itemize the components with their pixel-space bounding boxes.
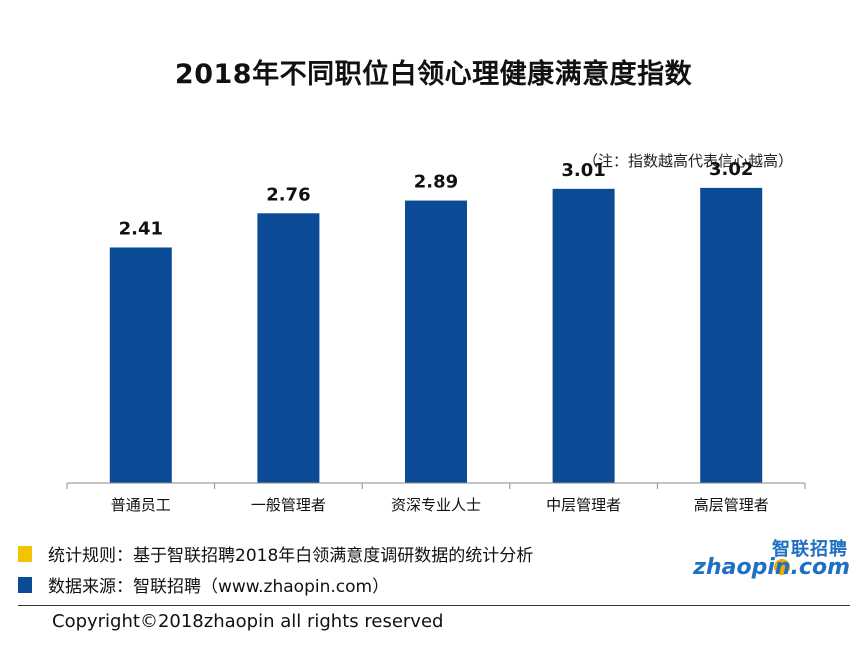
value-label-3: 3.01 — [561, 160, 605, 181]
legend-swatch-blue — [18, 576, 32, 593]
category-label-1: 一般管理者 — [251, 496, 326, 514]
category-label-0: 普通员工 — [111, 496, 171, 514]
category-label-2: 资深专业人士 — [391, 496, 481, 514]
bar-0 — [109, 247, 172, 483]
category-label-4: 高层管理者 — [694, 496, 769, 514]
value-label-1: 2.76 — [266, 184, 310, 205]
legend-text-source: 数据来源：智联招聘（www.zhaopin.com） — [48, 577, 390, 597]
zhaopin-logo: 智联招聘 zhaopin.com — [693, 535, 852, 583]
value-labels-group: 2.41 2.76 2.89 3.01 3.02 — [119, 159, 754, 240]
legend-item-source: 数据来源：智联招聘（www.zhaopin.com） — [18, 572, 389, 597]
value-label-4: 3.02 — [709, 159, 753, 180]
chart-title: 2018年不同职位白领心理健康满意度指数 — [174, 59, 693, 90]
value-label-0: 2.41 — [119, 218, 163, 239]
footer-divider — [18, 605, 850, 606]
category-label-3: 中层管理者 — [546, 496, 621, 514]
legend-item-rule: 统计规则：基于智联招聘2018年白领满意度调研数据的统计分析 — [18, 541, 533, 566]
logo-en-text: zhaopin.com — [693, 555, 850, 580]
bars-group — [109, 187, 763, 484]
bar-chart: 2.41 2.76 2.89 3.01 3.02 普通员工 一般管理者 资深专业人士 中层管理… — [66, 159, 806, 514]
bar-3 — [552, 188, 615, 483]
value-label-2: 2.89 — [414, 172, 458, 193]
copyright-text: Copyright©2018zhaopin all rights reserve… — [52, 611, 444, 632]
logo-dot-icon — [774, 559, 790, 575]
logo-cn-text: 智联招聘 — [772, 539, 848, 560]
bar-4 — [700, 187, 763, 483]
x-axis: 普通员工 一般管理者 资深专业人士 中层管理者 高层管理者 — [66, 482, 806, 514]
bar-1 — [257, 213, 320, 484]
legend-text-rule: 统计规则：基于智联招聘2018年白领满意度调研数据的统计分析 — [48, 546, 534, 566]
chart-note: （注：指数越高代表信心越高） — [582, 152, 793, 170]
legend-swatch-yellow — [18, 545, 32, 562]
bar-2 — [405, 200, 467, 483]
